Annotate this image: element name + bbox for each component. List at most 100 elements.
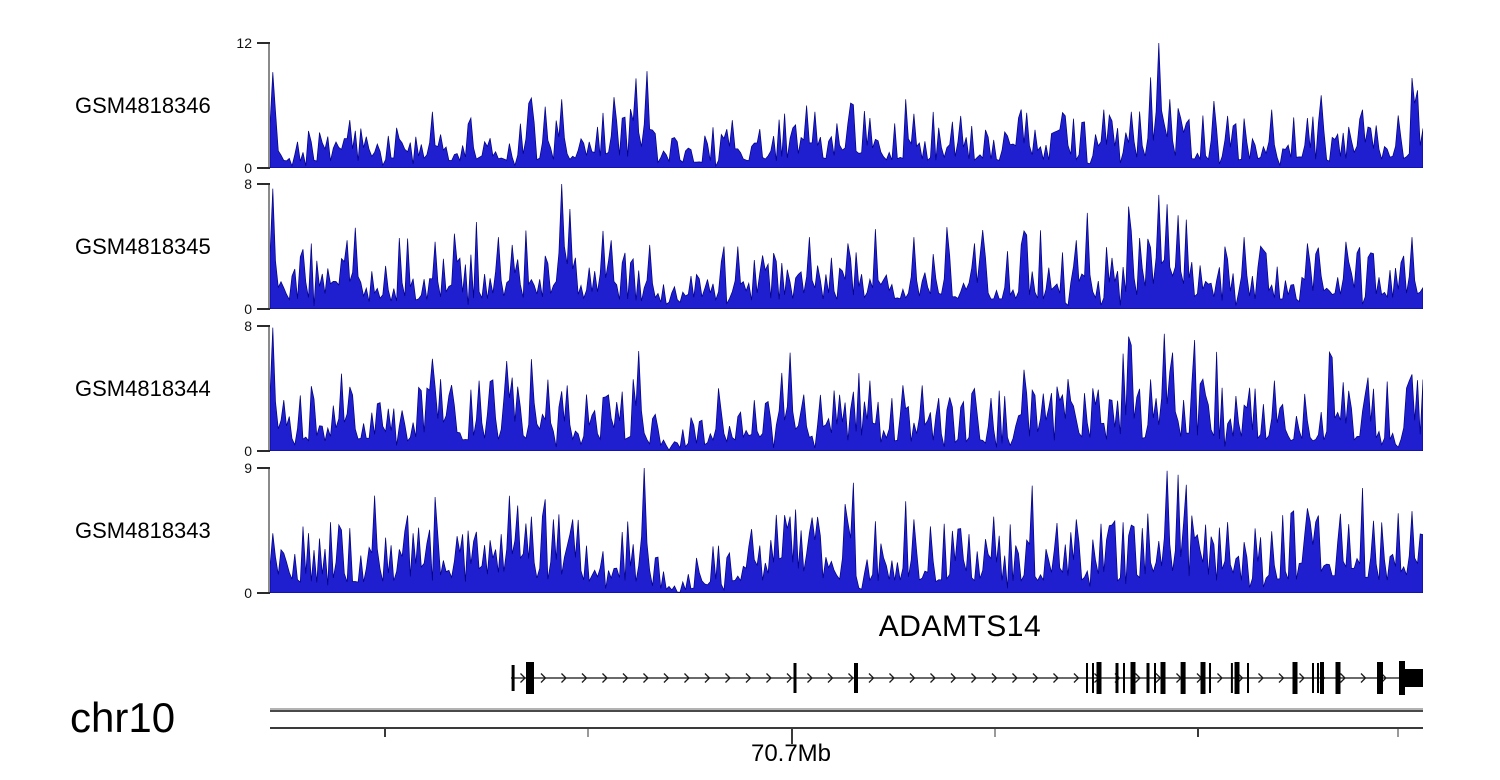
y-axis-bottom-tick: [257, 308, 270, 310]
strand-arrows: [520, 673, 1387, 683]
exon: [1377, 662, 1383, 694]
y-axis-top-tick: [257, 467, 270, 469]
strand-arrow-icon: [1299, 673, 1305, 683]
signal-track-4: GSM4818343 9 0: [0, 461, 1500, 600]
strand-arrow-icon: [725, 673, 731, 683]
strand-arrow-icon: [540, 673, 547, 683]
coverage-area-chart: [270, 468, 1423, 593]
axis-minor-tick: [1396, 729, 1399, 737]
exon: [1399, 661, 1405, 695]
axis-major-tick: [791, 727, 794, 744]
axis-position-label: 70.7Mb: [750, 740, 832, 767]
strand-arrow-icon: [1360, 673, 1367, 683]
strand-arrow-icon: [950, 673, 957, 683]
exon: [1086, 663, 1088, 693]
track-label: GSM4818345: [75, 233, 211, 259]
y-axis-line: [268, 184, 270, 309]
strand-arrow-icon: [868, 673, 875, 683]
strand-arrow-icon: [1032, 673, 1039, 683]
coverage-area: [270, 43, 1423, 168]
track-label: GSM4818346: [75, 92, 211, 118]
exon: [1209, 663, 1211, 693]
utr-block: [1405, 669, 1423, 687]
exon: [1092, 663, 1094, 693]
y-axis-bottom-tick: [257, 167, 270, 169]
y-axis-min-label: 0: [244, 585, 252, 601]
axis-range-line-dark: [270, 710, 1423, 712]
strand-arrow-icon: [1278, 673, 1285, 683]
axis-minor-tick: [1197, 729, 1200, 737]
exon: [1146, 663, 1150, 693]
y-axis-max-label: 12: [236, 35, 252, 51]
strand-arrow-icon: [1012, 673, 1018, 683]
strand-arrow-icon: [581, 673, 588, 683]
y-axis-top-tick: [257, 325, 270, 327]
strand-arrow-icon: [561, 673, 567, 683]
exon: [511, 665, 515, 691]
strand-arrow-icon: [848, 673, 854, 683]
gene-name-label: ADAMTS14: [878, 610, 1042, 643]
exon: [1096, 662, 1102, 694]
strand-arrow-icon: [827, 673, 834, 683]
strand-arrow-icon: [1217, 673, 1223, 683]
axis-minor-tick: [383, 729, 386, 737]
track-label: GSM4818344: [75, 375, 211, 401]
strand-arrow-icon: [745, 673, 752, 683]
strand-arrow-icon: [991, 673, 998, 683]
strand-arrow-icon: [1155, 673, 1162, 683]
strand-arrow-icon: [520, 673, 526, 683]
exon: [1200, 662, 1206, 694]
coverage-area: [270, 468, 1423, 593]
exon: [854, 663, 858, 693]
strand-arrow-icon: [766, 673, 772, 683]
y-axis-line: [268, 468, 270, 593]
y-axis-line: [268, 43, 270, 168]
strand-arrow-icon: [704, 673, 711, 683]
y-axis-bottom-tick: [257, 450, 270, 452]
strand-arrow-icon: [1053, 673, 1059, 683]
y-axis-min-label: 0: [244, 443, 252, 459]
strand-arrow-icon: [786, 673, 793, 683]
strand-arrow-icon: [643, 673, 649, 683]
exon: [1247, 663, 1249, 693]
y-axis-top-tick: [257, 42, 270, 44]
strand-arrow-icon: [889, 673, 895, 683]
y-axis-max-label: 8: [244, 318, 252, 334]
exon: [793, 663, 797, 693]
strand-arrow-icon: [930, 673, 936, 683]
exon: [1115, 663, 1119, 693]
track-label: GSM4818343: [75, 517, 211, 543]
strand-arrow-icon: [971, 673, 977, 683]
y-axis-max-label: 8: [244, 176, 252, 192]
exon: [526, 662, 534, 694]
exon: [1335, 662, 1341, 694]
signal-track-2: GSM4818345 8 0: [0, 177, 1500, 316]
exon: [1312, 663, 1314, 693]
signal-track-1: GSM4818346 12 0: [0, 36, 1500, 175]
strand-arrow-icon: [1073, 673, 1080, 683]
exon: [1180, 662, 1186, 694]
strand-arrow-icon: [909, 673, 916, 683]
exon: [1292, 662, 1298, 694]
coverage-area-chart: [270, 43, 1423, 168]
axis-scale-line: [270, 727, 1423, 729]
coverage-area-chart: [270, 184, 1423, 309]
strand-arrow-icon: [684, 673, 690, 683]
strand-arrow-icon: [602, 673, 608, 683]
coverage-area: [270, 184, 1423, 309]
strand-arrow-icon: [1135, 673, 1141, 683]
strand-arrow-icon: [1340, 673, 1346, 683]
axis-minor-tick: [586, 729, 589, 737]
exon: [1234, 662, 1240, 694]
exon: [1317, 663, 1319, 693]
coverage-area: [270, 327, 1423, 451]
y-axis-max-label: 9: [244, 460, 252, 476]
exon: [1154, 663, 1156, 693]
y-axis-line: [268, 326, 270, 451]
strand-arrow-icon: [1258, 673, 1264, 683]
axis-minor-tick: [994, 729, 996, 737]
strand-arrow-icon: [807, 673, 813, 683]
y-axis-min-label: 0: [244, 160, 252, 176]
strand-arrow-icon: [663, 673, 670, 683]
y-axis-min-label: 0: [244, 301, 252, 317]
